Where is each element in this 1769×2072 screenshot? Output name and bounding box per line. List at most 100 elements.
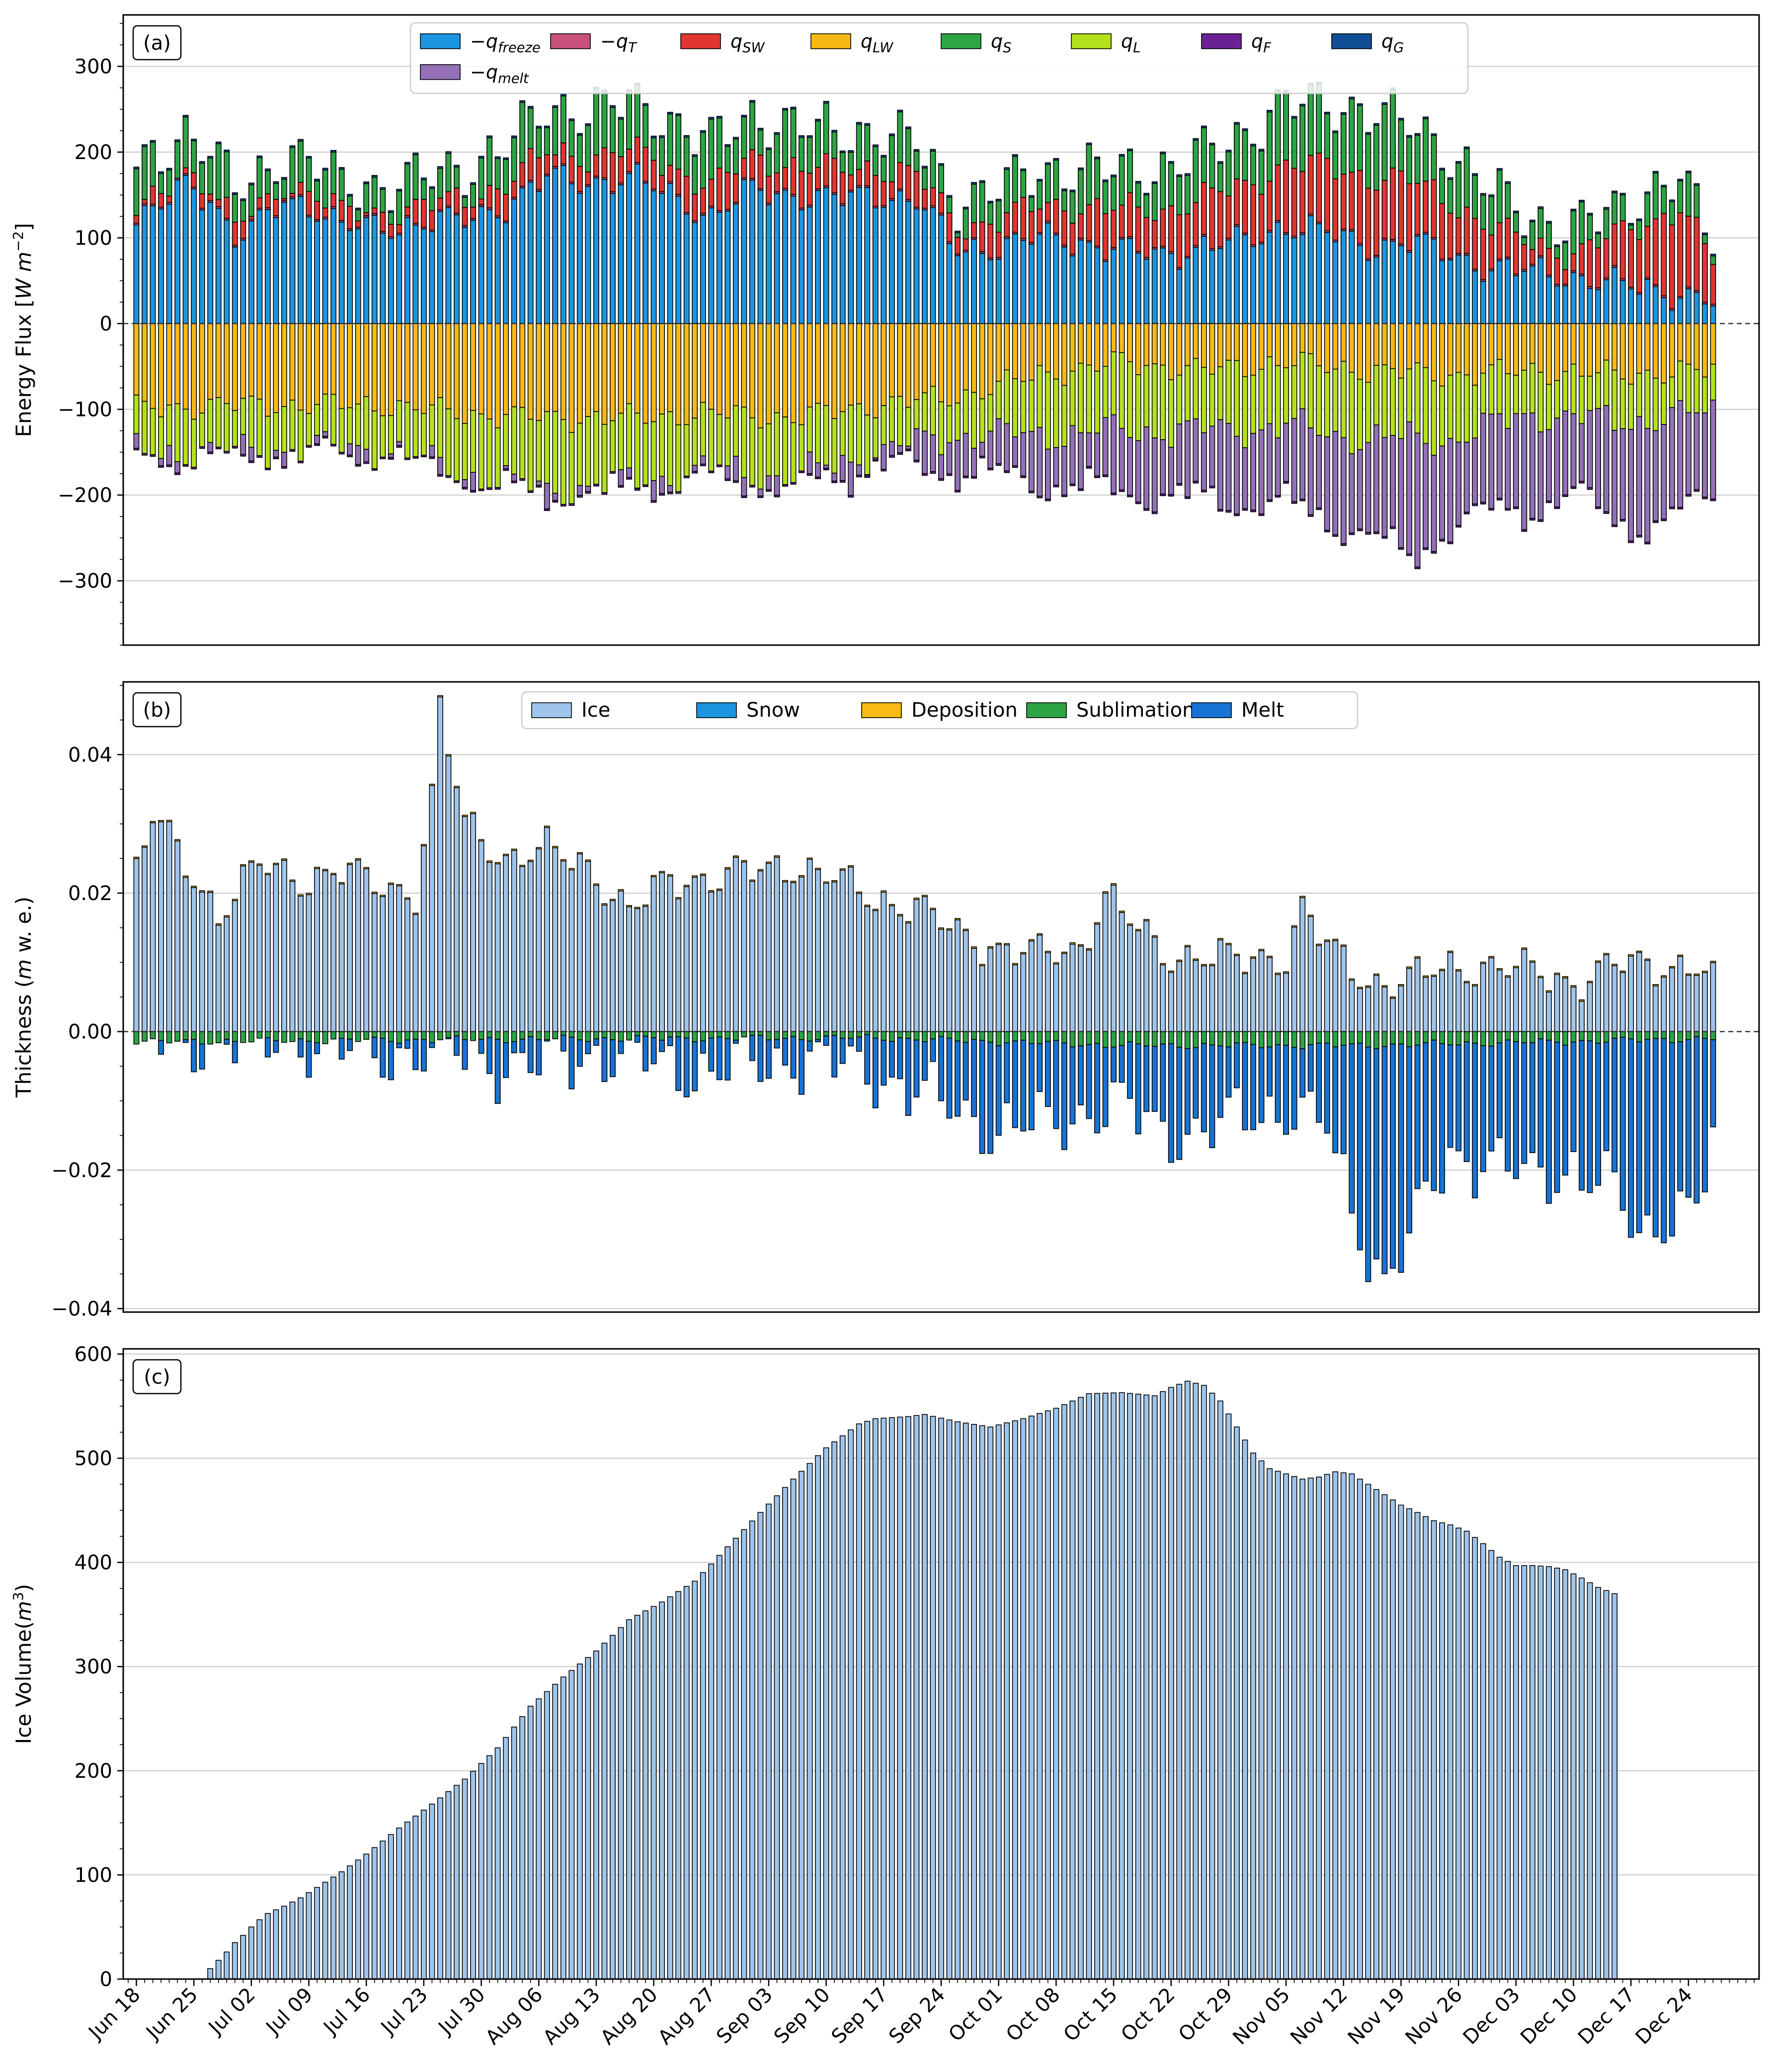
bar-qlw bbox=[1390, 323, 1396, 369]
bar-qmelt bbox=[897, 445, 903, 453]
bar-ql bbox=[1439, 385, 1446, 447]
bar-qfreeze bbox=[905, 201, 911, 324]
bar-qs bbox=[1513, 212, 1519, 233]
bar-qf bbox=[1053, 485, 1059, 488]
bar-ice bbox=[683, 886, 690, 1032]
bar-qs bbox=[1381, 104, 1388, 181]
bar-ql bbox=[1677, 360, 1684, 401]
bar-qg bbox=[1111, 174, 1117, 177]
bar-qsw bbox=[1455, 217, 1462, 254]
bar-qg bbox=[412, 153, 419, 156]
bar-qs bbox=[182, 116, 189, 168]
bar-ice bbox=[1661, 977, 1667, 1032]
bar-ice bbox=[1513, 967, 1519, 1032]
bar-sublimation bbox=[133, 1031, 140, 1045]
bar-qmelt bbox=[1636, 416, 1642, 536]
bar-sublimation bbox=[626, 1031, 632, 1041]
bar-qmelt bbox=[1710, 400, 1716, 499]
bar-qsw bbox=[1176, 214, 1183, 268]
bar-ql bbox=[1061, 385, 1067, 447]
bar-ice bbox=[1414, 957, 1421, 1032]
bar-qg bbox=[650, 136, 657, 139]
bar-qfreeze bbox=[1291, 237, 1297, 324]
bar-melt bbox=[1045, 1041, 1051, 1107]
bar-qs bbox=[585, 125, 591, 172]
bar-ice bbox=[133, 858, 140, 1032]
bar-ice bbox=[806, 859, 813, 1032]
bar-qfreeze bbox=[1078, 240, 1084, 324]
bar-melt bbox=[1020, 1040, 1027, 1132]
bar-qs bbox=[1119, 156, 1125, 206]
bar-deposition bbox=[396, 884, 402, 887]
y-tick-label: 500 bbox=[75, 1447, 112, 1470]
bar-qfreeze bbox=[1488, 270, 1495, 324]
bar-qlw bbox=[1316, 323, 1322, 366]
bar-qsw bbox=[618, 156, 624, 184]
bar-sublimation bbox=[264, 1031, 271, 1038]
bar-ql bbox=[675, 424, 682, 493]
bar-sublimation bbox=[1069, 1031, 1076, 1048]
bar-qmelt bbox=[355, 445, 361, 465]
bar-ice bbox=[905, 922, 911, 1032]
y-tick-label: 0 bbox=[100, 1968, 112, 1991]
bar-qlw bbox=[1636, 323, 1642, 374]
legend-frame bbox=[521, 691, 1359, 730]
bar-qmelt bbox=[1406, 421, 1412, 555]
y-tick-label: 200 bbox=[75, 141, 112, 164]
bar-ice-volume bbox=[429, 1804, 435, 1980]
bar-ql bbox=[1209, 374, 1215, 427]
bar-qg bbox=[454, 165, 460, 167]
bar-ice-volume bbox=[1373, 1489, 1379, 1980]
bar-ice-volume bbox=[1324, 1474, 1330, 1980]
bar-qs bbox=[1061, 190, 1067, 212]
bar-qsw bbox=[486, 185, 492, 209]
bar-qfreeze bbox=[1669, 310, 1675, 324]
bar-ice bbox=[1546, 992, 1552, 1032]
bar-qg bbox=[1693, 183, 1700, 186]
y-tick-label: −300 bbox=[58, 570, 112, 593]
bar-ice-volume bbox=[930, 1415, 936, 1980]
bar-qmelt bbox=[1217, 419, 1223, 510]
bar-qmelt bbox=[470, 472, 476, 491]
bar-qf bbox=[667, 492, 673, 495]
bar-ice-volume bbox=[1554, 1568, 1560, 1980]
bar-qs bbox=[905, 128, 911, 166]
bar-qf bbox=[454, 480, 460, 483]
bar-qs bbox=[1455, 163, 1462, 219]
bar-qsw bbox=[1340, 173, 1347, 230]
bar-qmelt bbox=[1160, 439, 1166, 495]
bar-qfreeze bbox=[757, 190, 764, 324]
bar-deposition bbox=[527, 859, 534, 862]
bar-qmelt bbox=[1275, 437, 1281, 496]
bar-ql bbox=[774, 412, 780, 477]
bar-qlw bbox=[618, 323, 624, 414]
bar-deposition bbox=[749, 879, 755, 882]
bar-qs bbox=[1685, 172, 1691, 217]
bar-qsw bbox=[1037, 208, 1043, 233]
bar-ice bbox=[1143, 920, 1150, 1032]
bar-qmelt bbox=[659, 476, 665, 494]
bar-ql bbox=[1595, 372, 1602, 409]
bar-qmelt bbox=[1020, 432, 1027, 477]
bar-qs bbox=[995, 200, 1002, 233]
bar-ice bbox=[388, 884, 394, 1032]
bar-qs bbox=[1258, 150, 1265, 195]
bar-qf bbox=[995, 463, 1002, 466]
bar-qg bbox=[470, 182, 476, 185]
bar-qfreeze bbox=[256, 209, 263, 324]
bar-qs bbox=[1332, 132, 1339, 179]
bar-ice-volume bbox=[881, 1417, 887, 1980]
bar-qlw bbox=[1652, 323, 1659, 379]
bar-melt bbox=[922, 1041, 928, 1081]
bar-deposition bbox=[1119, 911, 1125, 913]
bar-deposition bbox=[1193, 958, 1199, 961]
bar-ice bbox=[248, 861, 254, 1032]
bar-qf bbox=[388, 457, 394, 460]
y-tick-label: 0.04 bbox=[68, 744, 112, 766]
bar-ice-volume bbox=[1480, 1543, 1486, 1980]
bar-deposition bbox=[963, 928, 969, 931]
bar-qf bbox=[371, 468, 378, 471]
bar-ice bbox=[667, 875, 673, 1032]
bar-qf bbox=[675, 491, 682, 494]
bar-ql bbox=[1193, 358, 1199, 419]
